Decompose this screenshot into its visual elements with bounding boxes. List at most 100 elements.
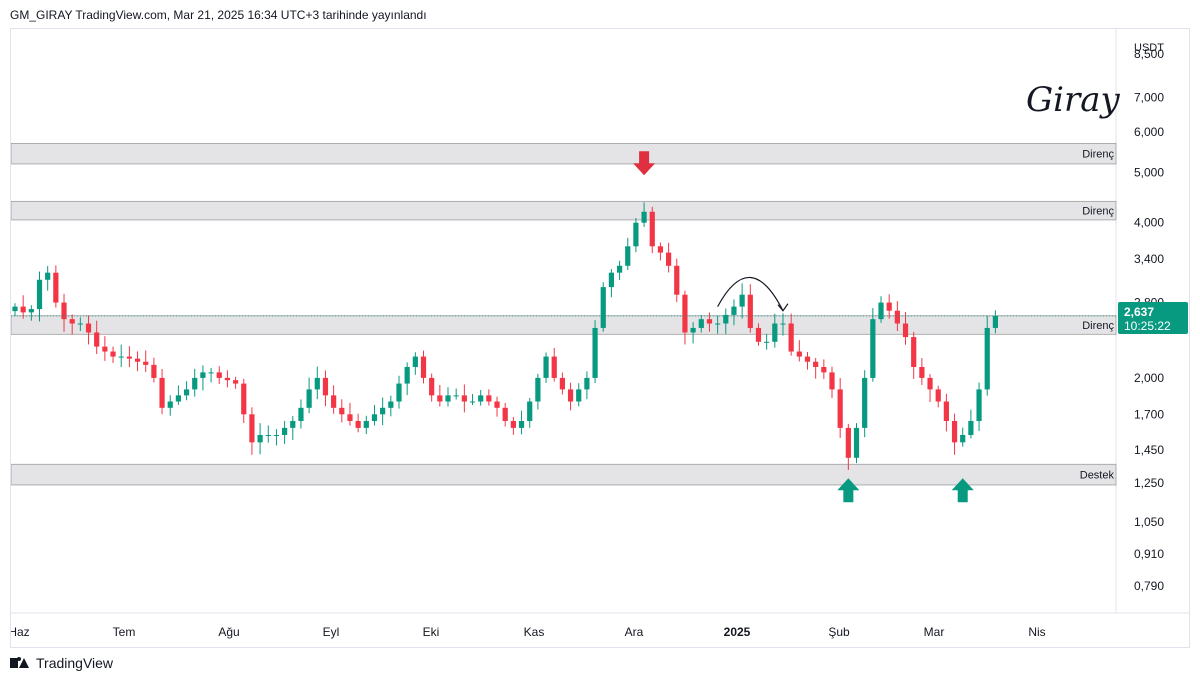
curved-arrow xyxy=(717,276,784,311)
curved-arrow-head-icon xyxy=(777,303,789,312)
candle-body xyxy=(600,287,606,328)
candle-body xyxy=(943,401,949,421)
y-tick-label: 1,450 xyxy=(1134,443,1164,457)
candle-body xyxy=(453,395,459,397)
candle-body xyxy=(657,246,664,253)
candle-body xyxy=(527,401,533,421)
tradingview-logo-icon xyxy=(10,656,30,670)
candle-body xyxy=(118,356,124,358)
candle-body xyxy=(322,377,329,396)
candle-body xyxy=(53,272,59,303)
candle-body xyxy=(355,420,361,428)
candle-body xyxy=(85,323,92,333)
candle-body xyxy=(951,420,958,443)
candle-body xyxy=(20,306,26,313)
x-tick-label: Tem xyxy=(113,625,136,639)
candle-body xyxy=(94,332,100,347)
candle-body xyxy=(282,427,288,435)
candle-body xyxy=(796,351,802,357)
candle-body xyxy=(241,383,247,415)
x-tick-label: Ara xyxy=(625,625,644,639)
candle-body xyxy=(469,401,476,403)
candle-body xyxy=(755,327,762,342)
x-tick-label: Nis xyxy=(1028,625,1045,639)
candle-body xyxy=(404,366,410,384)
zone-band xyxy=(11,200,1117,221)
y-tick-label: 1,250 xyxy=(1134,476,1164,490)
candle-body xyxy=(747,294,753,328)
candle-body xyxy=(576,389,582,402)
zone-band xyxy=(11,463,1117,486)
candle-body xyxy=(649,211,655,247)
y-tick-label: 5,000 xyxy=(1134,166,1164,180)
candle-body xyxy=(429,377,435,396)
candle-body xyxy=(134,358,141,362)
candle-body xyxy=(61,302,67,320)
publish-info: GM_GIRAY TradingView.com, Mar 21, 2025 1… xyxy=(10,8,427,22)
candle-body xyxy=(380,407,386,415)
y-tick-label: 8,500 xyxy=(1134,47,1164,61)
candle-body xyxy=(36,279,43,310)
candle-body xyxy=(968,420,974,435)
y-tick-label: 6,000 xyxy=(1134,125,1164,139)
candle-body xyxy=(77,323,83,325)
price-chart[interactable]: USDT Direnç Direnç Direnç Destek 8,500 7,000 6,… xyxy=(11,29,1189,647)
candle-body xyxy=(339,407,345,415)
candle-body xyxy=(306,389,312,408)
candle-body xyxy=(412,356,418,367)
candle-body xyxy=(804,356,811,362)
candle-body xyxy=(183,389,190,396)
last-price-tag xyxy=(1118,301,1188,334)
candle-body xyxy=(666,252,672,266)
candle-body xyxy=(633,222,639,247)
candle-body xyxy=(502,407,508,421)
y-tick-label: 7,000 xyxy=(1134,90,1164,104)
candle-body xyxy=(911,337,917,367)
candle-body xyxy=(143,361,149,365)
zone-label: Direnç xyxy=(1082,320,1114,332)
candle-body xyxy=(674,265,680,295)
candle-body xyxy=(249,414,255,443)
candle-body xyxy=(363,420,369,428)
candle-body xyxy=(992,315,998,328)
candle-body xyxy=(331,395,337,408)
signature-watermark: Giray xyxy=(1026,80,1121,120)
candle-body xyxy=(110,351,116,357)
candle-body xyxy=(200,372,206,378)
candle-body xyxy=(167,401,173,408)
candle-body xyxy=(845,427,851,458)
candle-body xyxy=(69,319,75,324)
candle-body xyxy=(518,420,525,428)
red-down-arrow-icon xyxy=(633,151,656,176)
candle-body xyxy=(347,414,353,421)
candle-body xyxy=(551,356,557,378)
green-up-arrow-icon xyxy=(837,478,860,503)
candle-body xyxy=(682,294,688,333)
candle-body xyxy=(478,395,484,402)
y-tick-label: 2,000 xyxy=(1134,371,1164,385)
candle-body xyxy=(984,327,990,390)
candle-body xyxy=(216,372,222,378)
y-tick-label: 1,700 xyxy=(1134,407,1164,421)
candle-body xyxy=(494,401,500,408)
candle-body xyxy=(273,434,280,436)
candle-body xyxy=(371,414,378,421)
candle-body xyxy=(584,377,590,390)
candle-body xyxy=(290,420,296,428)
tradingview-footer: TradingView xyxy=(10,655,113,671)
candle-body xyxy=(829,372,835,390)
x-tick-label: Eyl xyxy=(323,625,340,639)
candle-body xyxy=(853,427,860,458)
candle-body xyxy=(739,294,745,307)
x-tick-label: Kas xyxy=(524,625,545,639)
candle-body xyxy=(960,434,966,443)
candle-body xyxy=(870,319,876,378)
chart-panel[interactable]: USDT Direnç Direnç Direnç Destek 8,500 7,000 6,… xyxy=(10,28,1190,648)
y-tick-label: 0,790 xyxy=(1134,579,1164,593)
candle-body xyxy=(919,366,925,378)
candle-body xyxy=(175,395,181,402)
candle-body xyxy=(159,377,165,408)
candle-body xyxy=(151,364,157,378)
x-tick-label: Mar xyxy=(924,625,945,639)
candle-body xyxy=(788,323,794,352)
